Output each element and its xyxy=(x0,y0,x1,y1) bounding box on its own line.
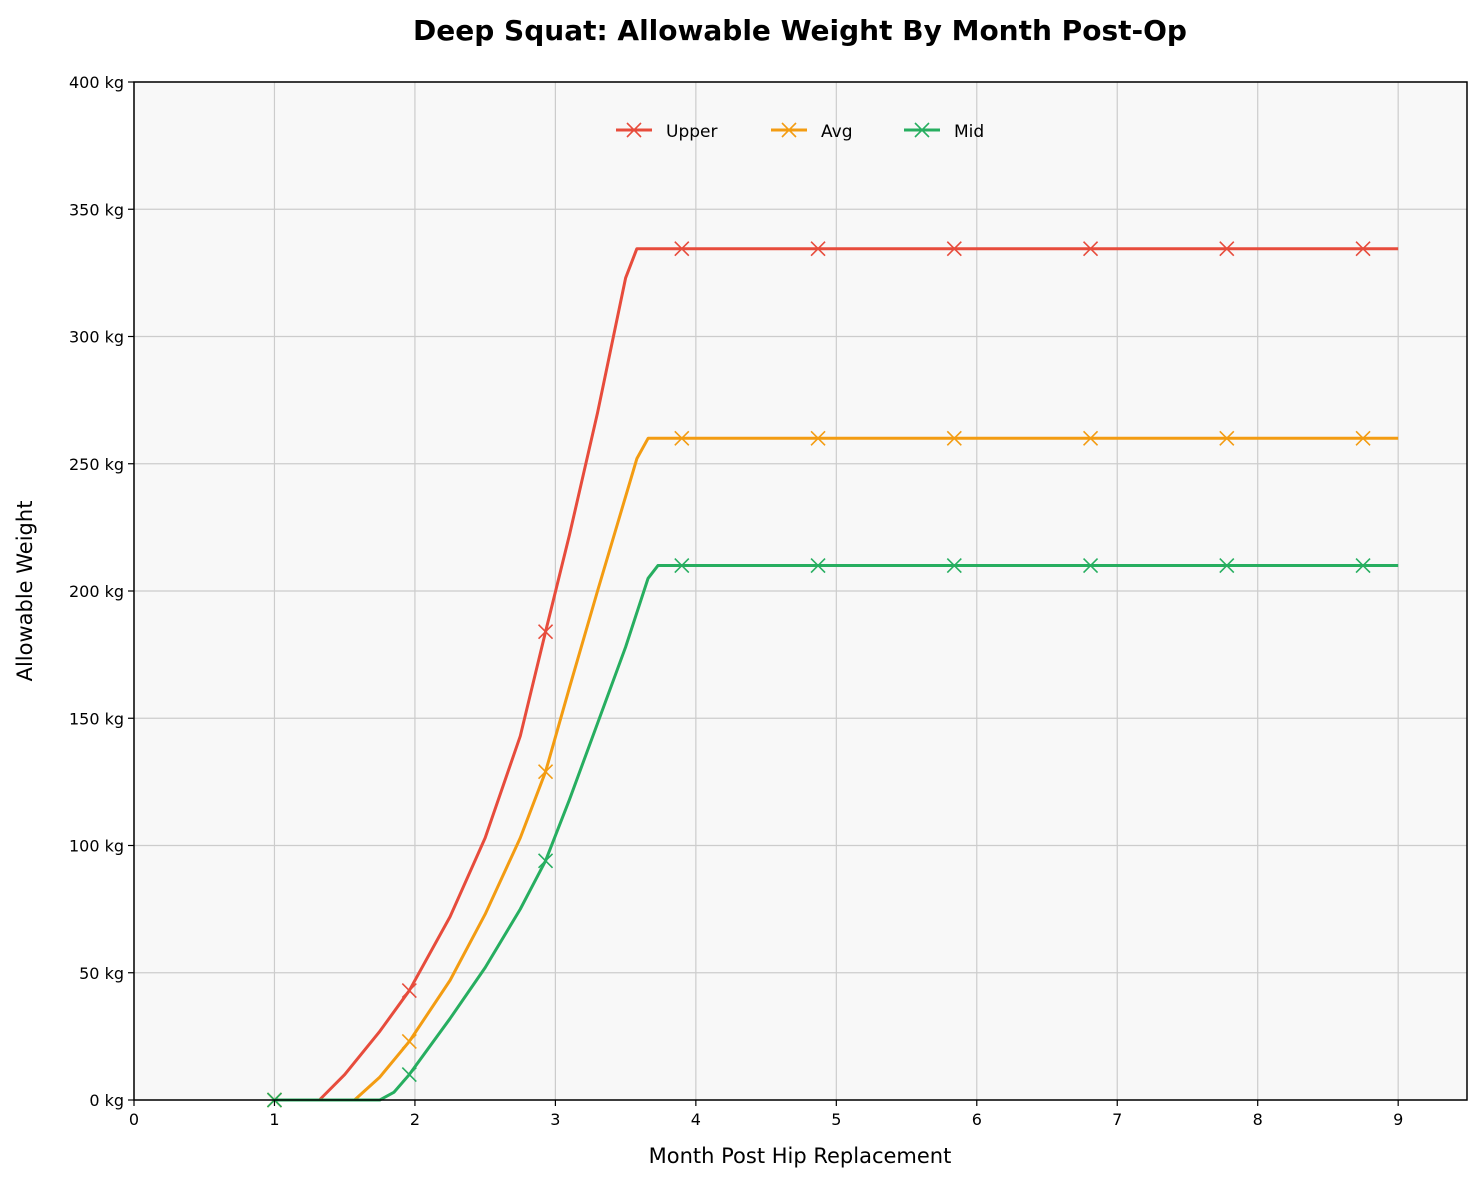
data-point-marker xyxy=(1082,241,1099,257)
data-point-marker xyxy=(1082,430,1099,446)
data-point-marker xyxy=(1082,557,1099,574)
y-tick-label: 200 kg xyxy=(69,582,124,601)
data-point-marker xyxy=(810,430,826,446)
legend: Upper Avg Mid xyxy=(616,122,984,142)
y-axis-label: Allowable Weight xyxy=(13,501,37,682)
y-ticks: 0 kg 50 kg 100 kg 150 kg 200 kg 250 kg 300 kg 3… xyxy=(69,73,134,1110)
legend-label: Upper xyxy=(666,122,717,142)
data-point-marker xyxy=(537,853,554,869)
data-point-marker xyxy=(537,624,554,640)
x-tick-label: 9 xyxy=(1393,1110,1403,1129)
chart-title: Deep Squat: Allowable Weight By Month Po… xyxy=(413,14,1187,47)
legend-label: Avg xyxy=(821,122,853,142)
data-point-marker xyxy=(1355,557,1371,574)
legend-label: Mid xyxy=(954,122,984,142)
x-tick-label: 0 xyxy=(129,1110,139,1129)
y-tick-label: 350 kg xyxy=(69,200,124,219)
x-tick-label: 2 xyxy=(410,1110,420,1129)
x-tick-label: 4 xyxy=(691,1110,701,1129)
y-tick-label: 50 kg xyxy=(79,964,124,983)
x-axis-label: Month Post Hip Replacement xyxy=(649,1144,952,1168)
y-tick-label: 150 kg xyxy=(69,709,124,728)
data-point-marker xyxy=(1355,430,1371,446)
legend-marker xyxy=(914,122,930,138)
data-point-marker xyxy=(401,1066,417,1083)
data-point-marker xyxy=(674,241,690,257)
data-point-marker xyxy=(810,241,826,257)
data-point-marker xyxy=(1219,241,1235,257)
series-line-mid xyxy=(274,564,1399,1102)
data-point-marker xyxy=(946,241,962,257)
series-group xyxy=(266,241,1399,1108)
data-point-marker xyxy=(674,557,690,574)
x-tick-label: 1 xyxy=(269,1110,279,1129)
data-point-marker xyxy=(1355,241,1371,257)
series-avg xyxy=(266,430,1399,1108)
data-point-marker xyxy=(401,982,417,999)
data-point-marker xyxy=(810,557,826,574)
legend-marker xyxy=(626,122,642,138)
data-point-marker xyxy=(946,557,962,574)
x-tick-label: 8 xyxy=(1253,1110,1263,1129)
data-point-marker xyxy=(674,430,690,446)
x-tick-label: 6 xyxy=(972,1110,982,1129)
data-point-marker xyxy=(401,1033,417,1050)
x-tick-label: 7 xyxy=(1112,1110,1122,1129)
data-point-marker xyxy=(946,430,962,446)
data-point-marker xyxy=(1219,430,1235,446)
series-line-avg xyxy=(274,436,1399,1102)
data-point-marker xyxy=(1219,557,1235,574)
data-point-marker xyxy=(537,764,554,780)
y-tick-label: 250 kg xyxy=(69,455,124,474)
y-tick-label: 400 kg xyxy=(69,73,124,92)
y-tick-label: 300 kg xyxy=(69,328,124,347)
legend-marker xyxy=(781,122,797,138)
series-mid xyxy=(266,557,1399,1108)
series-line-upper xyxy=(274,247,1399,1102)
x-ticks: 0 1 2 3 4 5 6 7 8 9 xyxy=(129,1100,1403,1129)
x-tick-label: 3 xyxy=(550,1110,560,1129)
y-tick-label: 100 kg xyxy=(69,837,124,856)
x-tick-label: 5 xyxy=(831,1110,841,1129)
y-tick-label: 0 kg xyxy=(89,1091,124,1110)
